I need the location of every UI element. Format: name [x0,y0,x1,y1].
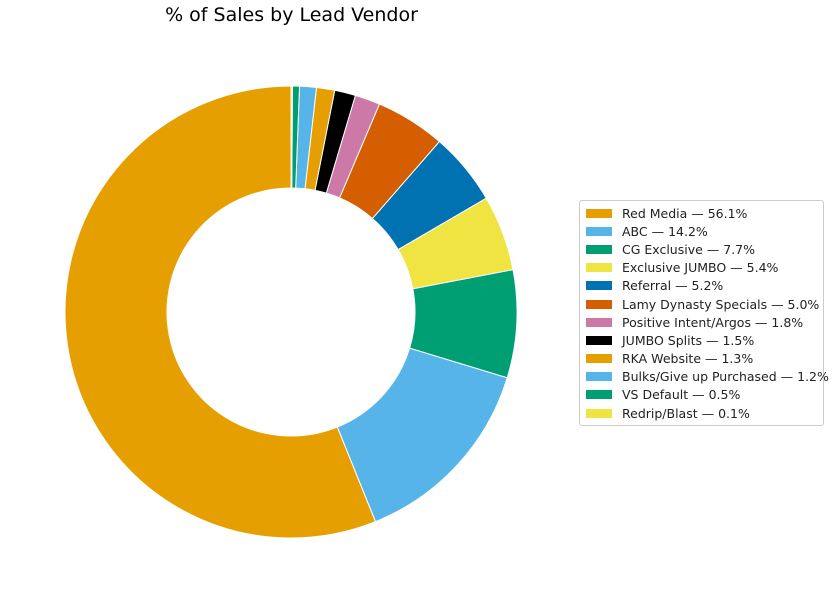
legend-swatch [586,335,612,345]
legend-swatch [586,244,612,254]
legend-label: Bulks/Give up Purchased — 1.2% [622,369,829,385]
legend-item: Positive Intent/Argos — 1.8% [580,313,823,331]
slice-red-media [64,85,377,539]
legend-label: Exclusive JUMBO — 5.4% [622,260,779,276]
legend-label: ABC — 14.2% [622,223,708,239]
legend-item: Lamy Dynasty Specials — 5.0% [580,295,823,313]
legend-label: CG Exclusive — 7.7% [622,241,756,257]
legend-label: Lamy Dynasty Specials — 5.0% [622,296,820,312]
chart-legend: Red Media — 56.1% ABC — 14.2% CG Exclusive… [579,200,829,427]
legend-item: JUMBO Splits — 1.5% [580,331,823,349]
legend-label: JUMBO Splits — 1.5% [622,332,755,348]
legend-label: Referral — 5.2% [622,278,724,294]
donut-chart [64,85,518,539]
legend-item: Referral — 5.2% [580,277,823,295]
slice-abc [336,347,508,523]
legend-item: VS Default — 0.5% [580,386,823,404]
legend-swatch [586,208,612,218]
legend-item: Exclusive JUMBO — 5.4% [580,259,823,277]
legend-label: Red Media — 56.1% [622,205,748,221]
legend-swatch [586,317,612,327]
legend-item: Red Media — 56.1% [580,204,823,222]
legend-swatch [586,226,612,236]
legend-label: VS Default — 0.5% [622,387,741,403]
legend-item: Bulks/Give up Purchased — 1.2% [580,368,829,386]
legend-swatch [586,263,612,273]
legend-swatch [586,281,612,291]
legend-swatch [586,299,612,309]
legend-item: ABC — 14.2% [580,222,823,240]
slice-redrip-blast [290,85,293,189]
legend-swatch [586,354,612,364]
legend-item: CG Exclusive — 7.7% [580,240,823,258]
legend-label: Positive Intent/Argos — 1.8% [622,314,804,330]
legend-swatch [586,372,612,382]
legend-label: Redrip/Blast — 0.1% [622,405,750,421]
legend-label: RKA Website — 1.3% [622,351,754,367]
legend-swatch [586,390,612,400]
chart-title: % of Sales by Lead Vendor [165,4,418,26]
legend-item: Redrip/Blast — 0.1% [580,404,823,422]
legend-swatch [586,408,612,418]
legend-item: RKA Website — 1.3% [580,350,823,368]
